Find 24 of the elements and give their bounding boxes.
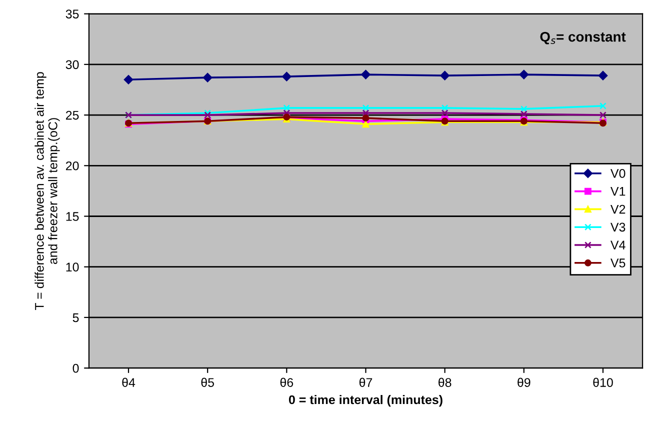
annotation: Q$_{s}$= constant xyxy=(540,32,626,44)
y-axis-title: T = difference between av. cabinet air temp and freezer wall temp.(oC) xyxy=(34,72,60,310)
y-tick-label: 15 xyxy=(66,212,79,221)
x-tick-label: θ6 xyxy=(280,378,294,387)
legend-label: V1 xyxy=(610,187,626,196)
y-tick-label: 35 xyxy=(66,10,79,18)
x-tick-label: θ7 xyxy=(359,378,372,387)
y-tick-label: 0 xyxy=(72,364,79,373)
x-tick-label: θ5 xyxy=(201,378,214,387)
x-tick-label: θ4 xyxy=(122,378,136,387)
legend-label: V2 xyxy=(610,204,626,214)
x-axis-title: 0 = time interval (minutes) xyxy=(288,394,442,407)
legend-label: V0 xyxy=(610,169,626,178)
x-tick-label: θ9 xyxy=(518,378,530,387)
y-tick-label: 30 xyxy=(66,60,79,70)
y-tick-label: 5 xyxy=(72,313,79,322)
y-tick-label: 25 xyxy=(66,110,79,120)
legend-label: V3 xyxy=(610,222,626,232)
y-tick-label: 20 xyxy=(66,161,79,170)
x-tick-label: θ10 xyxy=(593,378,613,387)
y-tick-label: 10 xyxy=(66,262,79,272)
legend-label: V4 xyxy=(610,240,626,250)
x-tick-label: θ8 xyxy=(438,378,452,387)
legend-label: V5 xyxy=(610,258,626,268)
